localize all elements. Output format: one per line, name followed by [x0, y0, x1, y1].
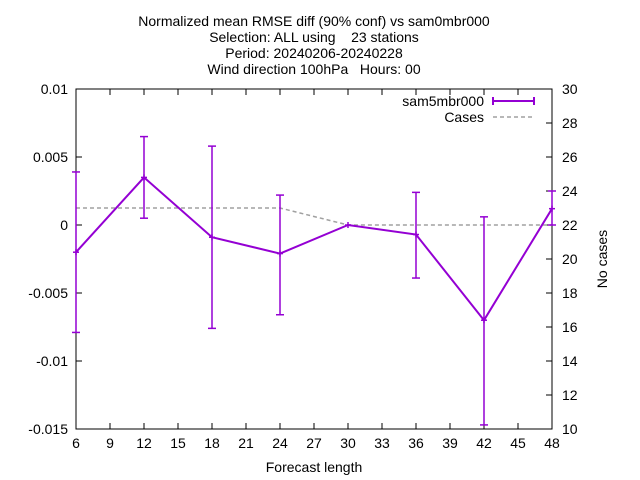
chart-title: Normalized mean RMSE diff (90% conf) vs …: [138, 13, 490, 77]
data-point: [73, 249, 79, 256]
series-line-cases: [76, 207, 552, 226]
y2-tick-label: 24: [562, 183, 578, 199]
x-axis-label: Forecast length: [266, 459, 363, 475]
data-point: [345, 222, 351, 228]
y-tick-label: -0.015: [28, 421, 68, 437]
y2-tick-label: 30: [562, 81, 578, 97]
y2-tick-label: 22: [562, 217, 578, 233]
x-tick-label: 21: [238, 435, 254, 451]
x-tick-label: 30: [340, 435, 356, 451]
x-tick-label: 12: [136, 435, 152, 451]
x-tick-label: 36: [408, 435, 424, 451]
data-point: [209, 234, 215, 241]
data-point: [277, 250, 283, 257]
title-line-4: Wind direction 100hPa Hours: 00: [207, 61, 420, 77]
series-layer: [72, 135, 556, 426]
x-axis-ticks: 6 9 12 15 18 21 24 27 30 33 36 39 42 45 48: [72, 89, 560, 451]
y2-tick-label: 10: [562, 421, 578, 437]
title-line-1: Normalized mean RMSE diff (90% conf) vs …: [138, 13, 490, 29]
x-tick-label: 18: [204, 435, 220, 451]
x-tick-label: 45: [510, 435, 526, 451]
title-line-3: Period: 20240206-20240228: [225, 45, 403, 61]
x-tick-label: 39: [442, 435, 458, 451]
legend: sam5mbr000 Cases: [402, 93, 535, 125]
y-tick-label: 0.005: [33, 149, 68, 165]
data-point: [141, 174, 147, 181]
y2-tick-label: 26: [562, 149, 578, 165]
y2-tick-label: 14: [562, 353, 578, 369]
y2-tick-label: 12: [562, 387, 578, 403]
x-tick-label: 15: [170, 435, 186, 451]
y-tick-label: -0.005: [28, 285, 68, 301]
y-tick-label: 0: [60, 217, 68, 233]
y2-tick-label: 18: [562, 285, 578, 301]
y2-tick-label: 28: [562, 115, 578, 131]
y2-tick-label: 20: [562, 251, 578, 267]
y-axis-ticks: 0.01 0.005 0 -0.005 -0.01 -0.015: [28, 81, 82, 437]
x-tick-label: 42: [476, 435, 492, 451]
x-tick-label: 48: [544, 435, 560, 451]
y-tick-label: 0.01: [41, 81, 68, 97]
legend-label-sam5mbr000: sam5mbr000: [402, 93, 484, 109]
data-point: [481, 317, 487, 324]
y2-tick-label: 16: [562, 319, 578, 335]
x-tick-label: 27: [306, 435, 322, 451]
x-tick-label: 6: [72, 435, 80, 451]
x-tick-label: 24: [272, 435, 288, 451]
series-line-sam5mbr000: [75, 175, 553, 322]
y-tick-label: -0.01: [36, 353, 68, 369]
y2-axis-label: No cases: [594, 230, 610, 288]
legend-sample-sam5mbr000: [492, 97, 535, 105]
plot-frame: [75, 88, 553, 430]
data-point: [549, 205, 555, 212]
legend-label-cases: Cases: [444, 109, 484, 125]
x-tick-label: 9: [106, 435, 114, 451]
data-point: [413, 231, 419, 238]
x-tick-label: 33: [374, 435, 390, 451]
title-line-2: Selection: ALL using 23 stations: [209, 29, 419, 45]
y2-axis-ticks: 30 28 26 24 22 20 18 16 14 12 10: [546, 81, 578, 437]
